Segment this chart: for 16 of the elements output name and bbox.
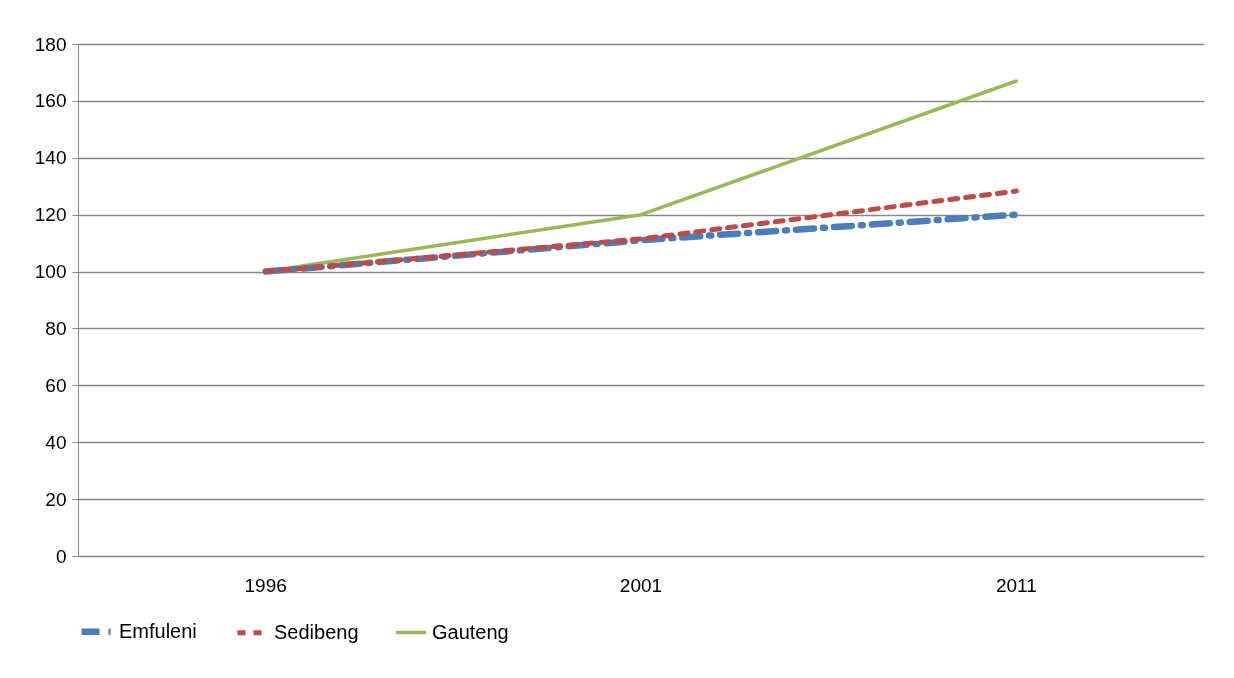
legend-label: Sedibeng xyxy=(274,620,359,643)
x-tick-label: 2001 xyxy=(619,574,663,596)
y-tick-label: 120 xyxy=(34,204,67,226)
y-tick-label: 180 xyxy=(34,33,67,55)
legend-label: Emfuleni xyxy=(119,619,197,642)
y-tick-label: 40 xyxy=(45,431,67,453)
y-tick-label: 60 xyxy=(45,374,67,396)
y-tick-label: 80 xyxy=(45,317,67,339)
legend-label: Gauteng xyxy=(432,620,509,643)
y-tick-label: 140 xyxy=(34,147,67,169)
y-tick-label: 100 xyxy=(34,261,67,283)
x-tick-label: 1996 xyxy=(244,574,287,596)
y-tick-label: 0 xyxy=(55,545,67,567)
x-tick-label: 2011 xyxy=(995,574,1037,596)
y-tick-label: 160 xyxy=(34,90,67,112)
y-tick-label: 20 xyxy=(45,488,67,510)
